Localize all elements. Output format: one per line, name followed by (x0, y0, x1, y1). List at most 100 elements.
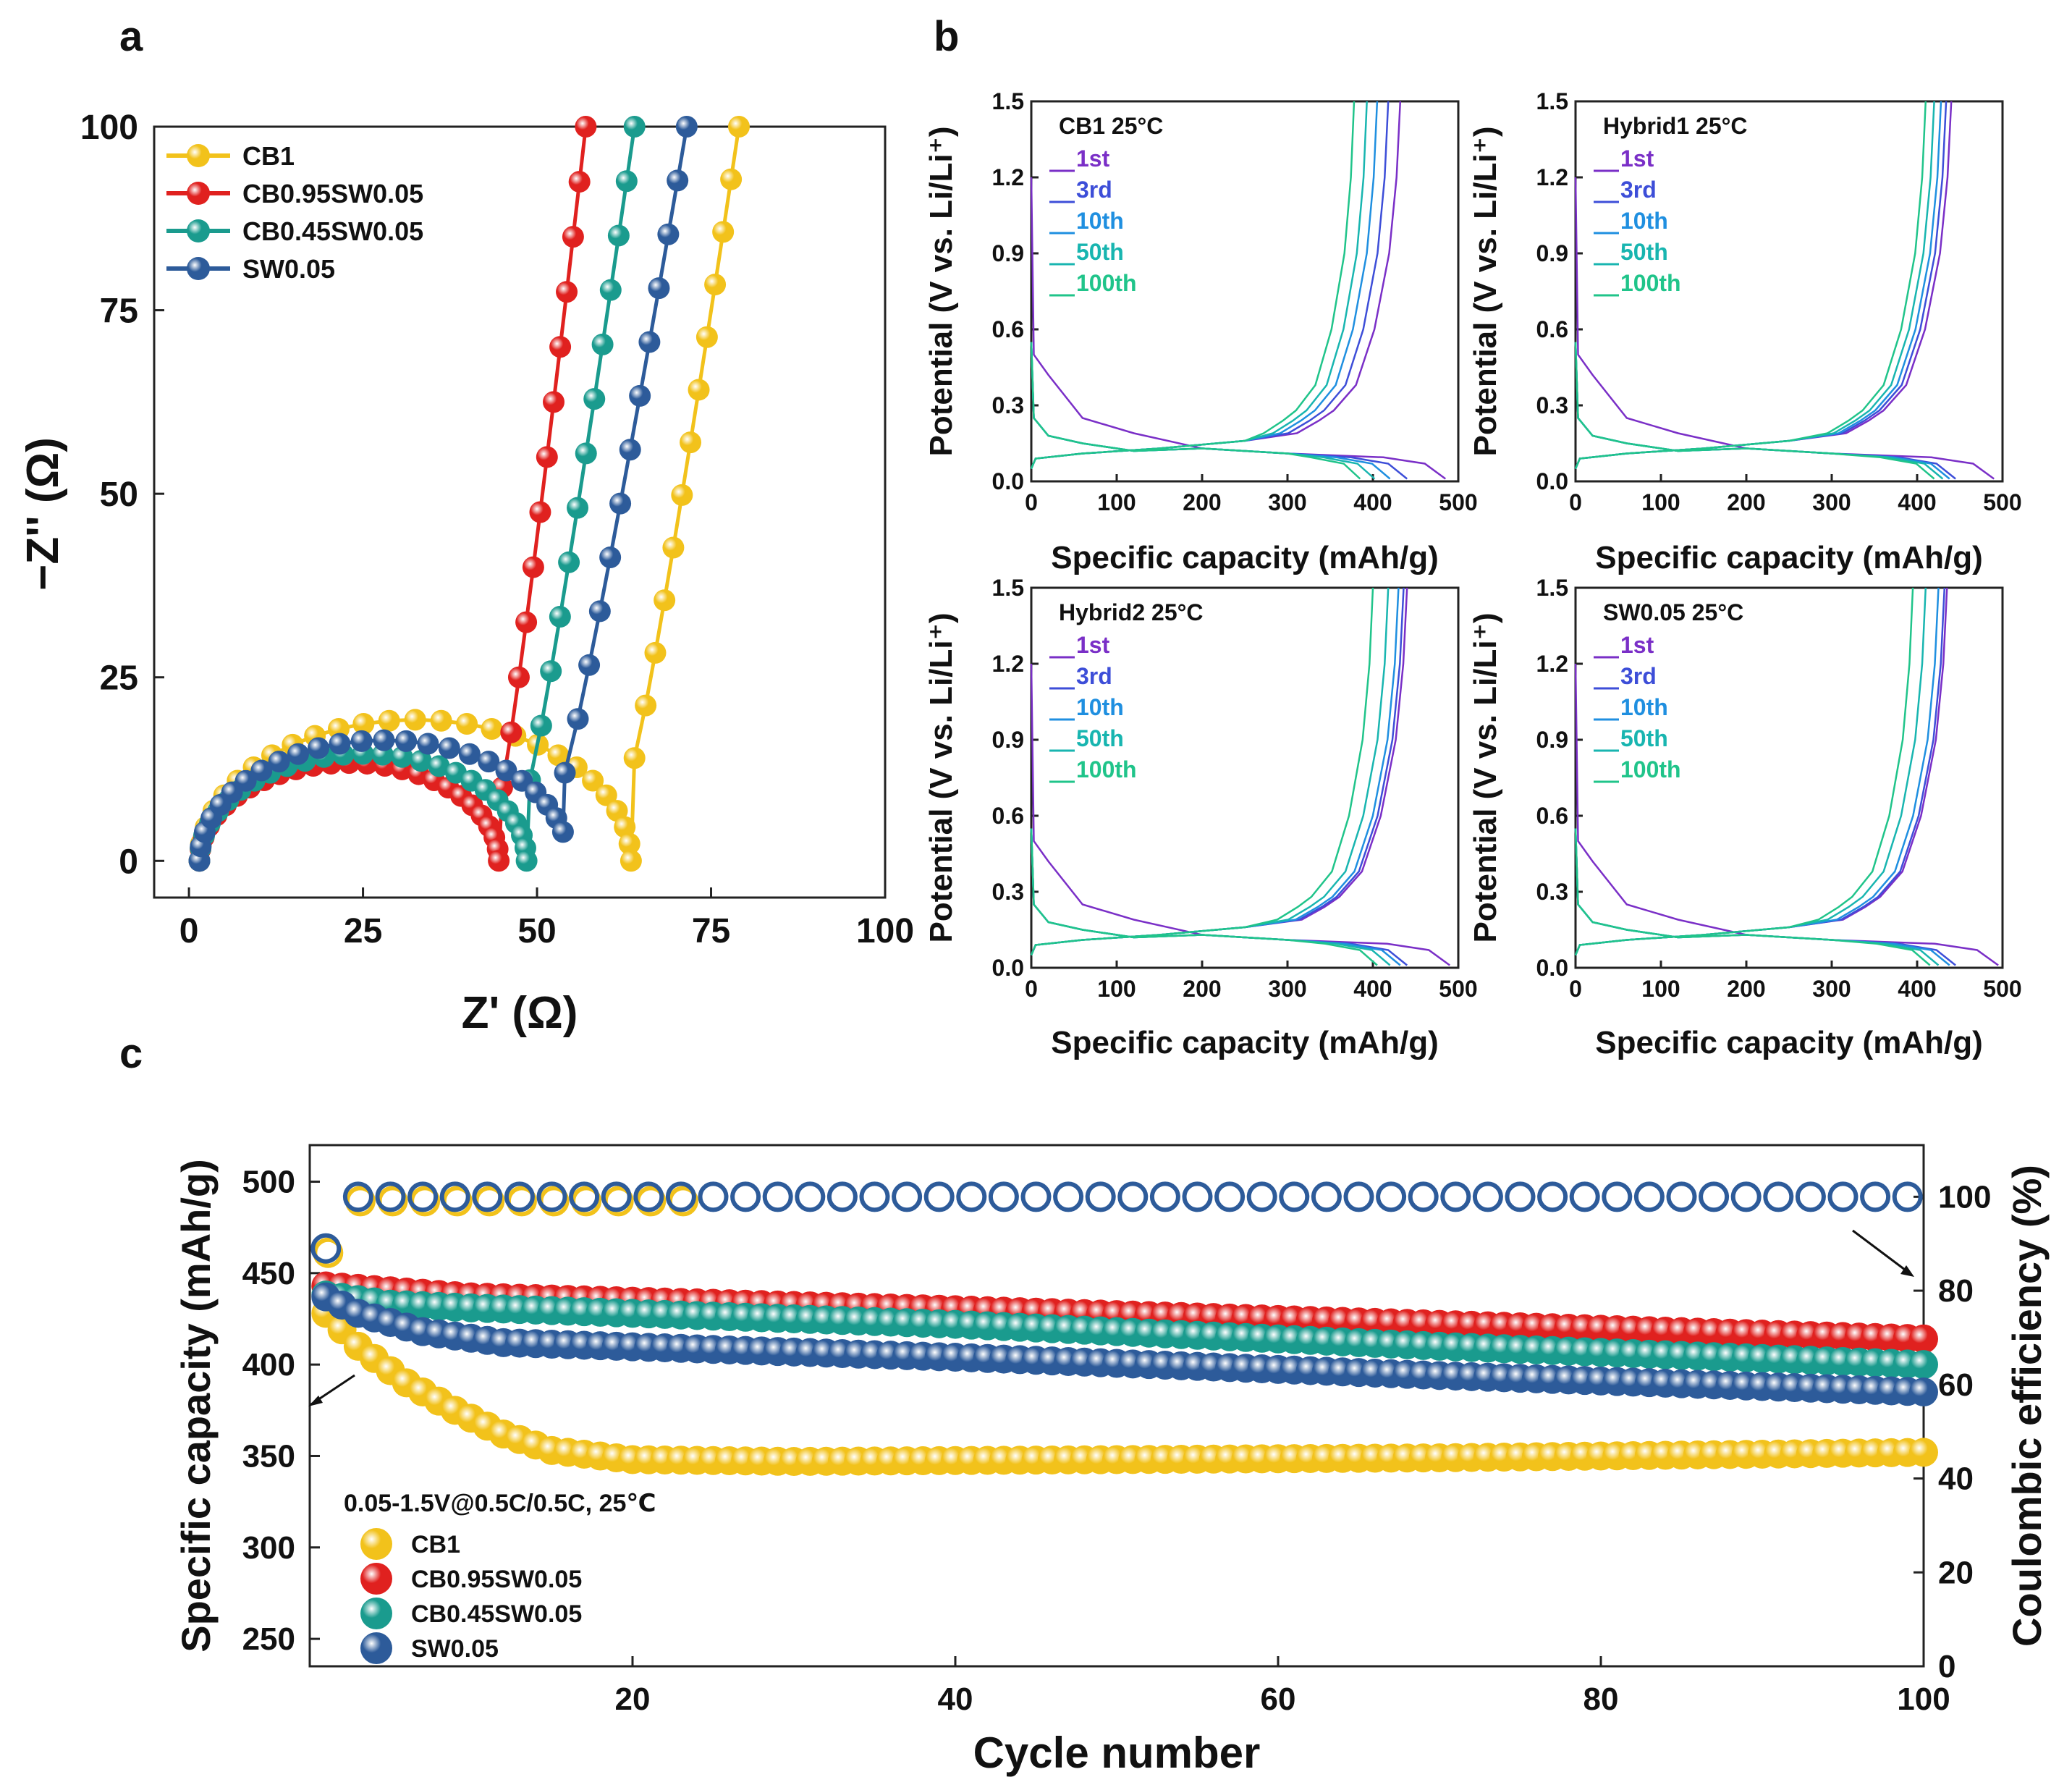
profile-y-tick-label: 0.6 (992, 803, 1024, 829)
profile-frame (1030, 100, 1460, 483)
efficiency-point (826, 1181, 858, 1212)
profile-y-tick-label: 1.5 (1536, 88, 1568, 114)
nyquist-point-cb1 (618, 832, 640, 855)
legend-marker-cb0-45sw0-05 (187, 219, 210, 242)
profile-legend-label-10th: 10th (1620, 208, 1668, 234)
efficiency-point (1569, 1181, 1600, 1212)
efficiency-point (407, 1181, 439, 1212)
profile-y-tick-label: 0.9 (1536, 727, 1568, 753)
efficiency-point (1182, 1181, 1213, 1212)
profile-x-tick-label: 500 (1439, 976, 1477, 1002)
nyquist-point-sw0-05 (287, 743, 309, 765)
efficiency-point (698, 1181, 729, 1212)
nyquist-point-sw0-05 (438, 737, 460, 759)
profile-x-tick-label: 200 (1183, 976, 1221, 1002)
nyquist-point-sw0-05 (599, 547, 622, 569)
nyquist-point-sw0-05 (495, 759, 517, 782)
cycling-series (311, 1271, 1938, 1477)
profile-legend-label-50th: 50th (1076, 239, 1124, 265)
legend-label-cb1: CB1 (242, 141, 295, 171)
efficiency-point (1666, 1181, 1697, 1212)
charge-curve-100th (1574, 587, 1914, 955)
nyquist-point-cb0-95sw0-05 (543, 391, 565, 413)
profile-y-tick-label: 0.9 (992, 727, 1024, 753)
charge-curve-100th (1574, 101, 1927, 469)
nyquist-point-cb0-45sw0-05 (575, 442, 597, 465)
profile-legend-label-100th: 100th (1076, 270, 1137, 296)
profile-x-tick-label: 500 (1983, 976, 2021, 1002)
cycling-x-axis-label: Cycle number (973, 1729, 1261, 1777)
profile-y-axis-label: Potential (V vs. Li/Li⁺) (1468, 613, 1503, 943)
profile-subplot-cb1-25-c: 0 100 200 300 400 500 0.0 0.3 0.6 0.9 1.2 1.5 Specif… (923, 88, 1478, 575)
nyquist-plot: 0 25 50 75 100 0 25 50 75 100 CB1 CB0.95SW0.05 CB0.… (18, 109, 914, 1038)
profile-x-tick-label: 300 (1812, 489, 1851, 515)
nyquist-plot-frame (153, 125, 887, 899)
nyquist-point-cb0-95sw0-05 (556, 281, 578, 303)
legend-marker-cb1 (360, 1528, 392, 1560)
nyquist-point-sw0-05 (648, 277, 670, 300)
nyquist-point-cb0-45sw0-05 (549, 606, 571, 628)
nyquist-point-cb1 (430, 709, 452, 732)
nyquist-point-cb0-45sw0-05 (428, 755, 450, 777)
efficiency-point (633, 1181, 664, 1212)
profile-x-tick-label: 400 (1353, 976, 1392, 1002)
efficiency-point (762, 1181, 793, 1212)
profile-legend-label-100th: 100th (1620, 756, 1681, 782)
cycling-y-tick-label: 350 (242, 1438, 295, 1474)
legend-marker-sw0-05 (187, 257, 210, 280)
discharge-curve-1st (1030, 663, 1450, 966)
profile-y-tick-label: 0.0 (1536, 955, 1568, 981)
profile-subplot-hybrid1-25-c: 0 100 200 300 400 500 0.0 0.3 0.6 0.9 1.2 1.5 Specif… (1468, 88, 2022, 575)
cycling-y-tick-label: 250 (242, 1621, 295, 1657)
efficiency-point (1795, 1181, 1826, 1212)
profile-subplot-sw0-05-25-c: 0 100 200 300 400 500 0.0 0.3 0.6 0.9 1.2 1.5 Specif… (1468, 575, 2022, 1060)
nyquist-point-cb1 (404, 709, 426, 731)
cycling-y2-tick-label: 20 (1938, 1555, 1974, 1590)
efficiency-point (730, 1181, 761, 1212)
efficiency-point (1311, 1181, 1342, 1212)
nyquist-point-cb1 (662, 536, 685, 559)
legend-label-cb0-45sw0-05: CB0.45SW0.05 (411, 1600, 582, 1628)
nyquist-point-cb0-95sw0-05 (568, 171, 591, 193)
profile-legend-label-3rd: 3rd (1620, 177, 1657, 203)
nyquist-y-axis-label: −Z'' (Ω) (18, 437, 68, 591)
profile-y-tick-label: 0.3 (1536, 392, 1568, 418)
profile-x-tick-label: 300 (1268, 976, 1306, 1002)
profile-x-axis-label: Specific capacity (mAh/g) (1051, 1025, 1438, 1060)
right-axis-arrow (1852, 1229, 1911, 1275)
efficiency-point (1020, 1181, 1052, 1212)
nyquist-point-sw0-05 (308, 737, 330, 759)
profile-y-tick-label: 0.3 (1536, 879, 1568, 905)
discharge-curve-100th (1030, 342, 1361, 480)
profile-title: Hybrid2 25°C (1059, 599, 1204, 625)
nyquist-point-cb1 (680, 431, 702, 454)
efficiency-point (1763, 1181, 1794, 1212)
profile-legend-label-1st: 1st (1620, 632, 1654, 658)
nyquist-point-cb1 (644, 641, 667, 664)
efficiency-point (1343, 1181, 1374, 1212)
profile-x-tick-label: 100 (1097, 489, 1136, 515)
profile-y-tick-label: 1.5 (992, 88, 1024, 114)
profile-y-tick-label: 0.0 (1536, 468, 1568, 494)
profile-frame (1574, 100, 2004, 483)
nyquist-point-cb0-95sw0-05 (529, 501, 551, 523)
efficiency-point (1472, 1181, 1503, 1212)
profile-legend-label-1st: 1st (1076, 145, 1110, 172)
efficiency-point (1537, 1181, 1568, 1212)
profile-y-axis-label: Potential (V vs. Li/Li⁺) (923, 127, 959, 457)
nyquist-point-cb0-95sw0-05 (549, 336, 572, 358)
nyquist-legend: CB1 CB0.95SW0.05 CB0.45SW0.05 SW0.05 (166, 141, 423, 284)
nyquist-ticks: 0 25 50 75 100 0 25 50 75 100 (80, 109, 914, 950)
nyquist-point-sw0-05 (609, 492, 632, 515)
profile-legend-label-3rd: 3rd (1620, 663, 1657, 689)
nyquist-point-cb1 (671, 484, 693, 506)
efficiency-point (1149, 1181, 1180, 1212)
nyquist-point-cb1 (623, 747, 646, 769)
capacity-point-sw0-05 (1909, 1377, 1938, 1407)
nyquist-point-cb0-45sw0-05 (410, 750, 432, 772)
profile-legend-label-100th: 100th (1620, 270, 1681, 296)
discharge-curve-10th (1030, 342, 1391, 480)
right-axis-arrow-head (1900, 1265, 1914, 1277)
profile-x-tick-label: 400 (1353, 489, 1392, 515)
